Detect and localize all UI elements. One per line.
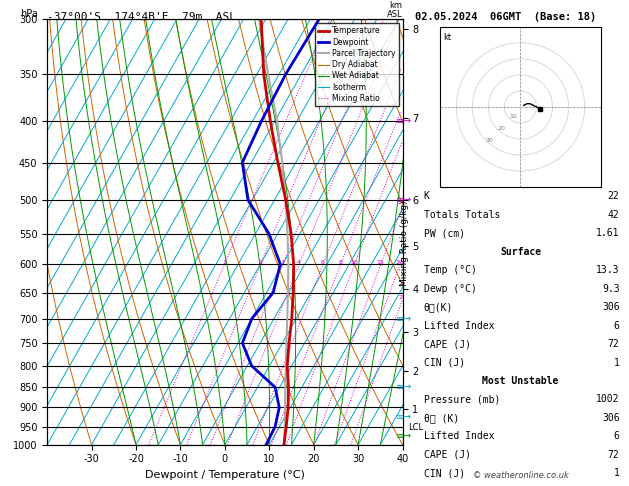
Text: 20: 20 <box>396 260 404 265</box>
Text: 2: 2 <box>259 260 262 265</box>
Text: 13.3: 13.3 <box>596 265 620 275</box>
Legend: Temperature, Dewpoint, Parcel Trajectory, Dry Adiabat, Wet Adiabat, Isotherm, Mi: Temperature, Dewpoint, Parcel Trajectory… <box>314 23 399 106</box>
Text: Most Unstable: Most Unstable <box>482 376 559 386</box>
Text: 6: 6 <box>614 432 620 441</box>
Text: CAPE (J): CAPE (J) <box>423 450 470 460</box>
Text: 72: 72 <box>608 339 620 349</box>
Text: 6: 6 <box>614 321 620 330</box>
Text: km
ASL: km ASL <box>387 0 403 18</box>
Text: -37°00'S  174°4B'E  79m  ASL: -37°00'S 174°4B'E 79m ASL <box>47 12 236 22</box>
Text: 306: 306 <box>602 413 620 423</box>
Text: K: K <box>423 191 430 201</box>
Text: ≡→: ≡→ <box>396 382 413 392</box>
Text: 10: 10 <box>350 260 359 265</box>
Text: 8: 8 <box>338 260 342 265</box>
Text: 9.3: 9.3 <box>602 284 620 294</box>
Text: 6: 6 <box>321 260 325 265</box>
Text: CIN (J): CIN (J) <box>423 358 465 367</box>
Text: Mixing Ratio (g/kg): Mixing Ratio (g/kg) <box>400 200 409 286</box>
Text: LCL: LCL <box>408 423 423 432</box>
Text: 306: 306 <box>602 302 620 312</box>
Text: ≡→: ≡→ <box>396 313 413 324</box>
Text: Pressure (mb): Pressure (mb) <box>423 395 500 404</box>
Text: CAPE (J): CAPE (J) <box>423 339 470 349</box>
Text: ≡→: ≡→ <box>396 431 413 441</box>
Text: Totals Totals: Totals Totals <box>423 210 500 220</box>
Text: 25: 25 <box>399 295 406 300</box>
Text: 22: 22 <box>608 191 620 201</box>
Text: Lifted Index: Lifted Index <box>423 432 494 441</box>
Text: 15: 15 <box>377 260 384 265</box>
Text: 1: 1 <box>614 469 620 478</box>
Text: 20: 20 <box>498 126 505 131</box>
Text: © weatheronline.co.uk: © weatheronline.co.uk <box>472 471 569 480</box>
Text: 3: 3 <box>281 260 284 265</box>
X-axis label: Dewpoint / Temperature (°C): Dewpoint / Temperature (°C) <box>145 470 305 480</box>
Text: kt: kt <box>443 33 452 42</box>
Text: 42: 42 <box>608 210 620 220</box>
Text: 4: 4 <box>297 260 301 265</box>
Text: 02.05.2024  06GMT  (Base: 18): 02.05.2024 06GMT (Base: 18) <box>415 12 596 22</box>
Text: ≡→: ≡→ <box>396 116 413 126</box>
Text: 72: 72 <box>608 450 620 460</box>
Text: ≡→: ≡→ <box>396 412 413 422</box>
Text: 30: 30 <box>486 138 494 142</box>
Text: θᴇ(K): θᴇ(K) <box>423 302 453 312</box>
Text: Temp (°C): Temp (°C) <box>423 265 476 275</box>
Text: 1.61: 1.61 <box>596 228 620 238</box>
Text: hPa: hPa <box>21 9 38 18</box>
Text: 1002: 1002 <box>596 395 620 404</box>
Text: 1: 1 <box>222 260 226 265</box>
Text: 1: 1 <box>614 358 620 367</box>
Text: 10: 10 <box>509 115 516 120</box>
Text: ≡→: ≡→ <box>396 195 413 205</box>
Text: θᴇ (K): θᴇ (K) <box>423 413 459 423</box>
Text: CIN (J): CIN (J) <box>423 469 465 478</box>
Text: PW (cm): PW (cm) <box>423 228 465 238</box>
Text: Lifted Index: Lifted Index <box>423 321 494 330</box>
Text: Surface: Surface <box>500 247 541 257</box>
Text: Dewp (°C): Dewp (°C) <box>423 284 476 294</box>
